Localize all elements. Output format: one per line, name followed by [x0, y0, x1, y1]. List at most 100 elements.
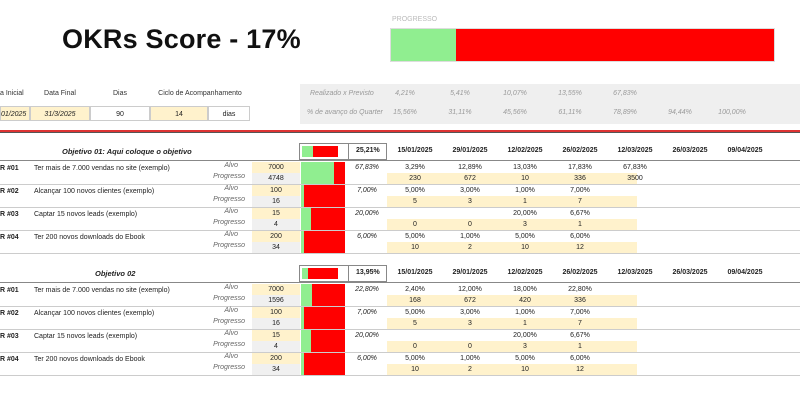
kr-progress-empty: [345, 185, 349, 207]
kr-period-input[interactable]: 2: [468, 244, 472, 251]
kr-period-input[interactable]: [610, 196, 660, 207]
kr-period-input[interactable]: [610, 242, 660, 253]
kr-period-input[interactable]: 5: [413, 320, 417, 327]
kr-progress-empty: [345, 330, 349, 352]
kr-period-pct: [610, 307, 660, 318]
kr-period-input[interactable]: 12: [576, 366, 584, 373]
kr-period-input[interactable]: 10: [411, 244, 419, 251]
alvo-label: Alvo: [224, 353, 238, 360]
kr-period-input[interactable]: 3500: [627, 175, 643, 182]
kr-period-pct: 3,00%: [460, 309, 480, 316]
objective-progress-done: [302, 146, 313, 157]
kr-description: Alcançar 100 novos clientes (exemplo): [34, 310, 155, 317]
kr-period-input[interactable]: 5: [413, 198, 417, 205]
kr-progress-empty: [345, 162, 349, 184]
objective-score-box: [349, 265, 387, 282]
kr-period-input[interactable]: 10: [521, 244, 529, 251]
date-header: 26/03/2025: [672, 269, 708, 276]
kr-period-input[interactable]: 0: [468, 221, 472, 228]
end-date-field[interactable]: 31/3/2025: [30, 106, 90, 121]
alvo-field[interactable]: 100: [252, 307, 300, 318]
kr-period-input[interactable]: 3: [468, 320, 472, 327]
kr-period-input[interactable]: 3: [523, 343, 527, 350]
kr-period-input[interactable]: 230: [409, 175, 421, 182]
kr-period-input[interactable]: 3: [468, 198, 472, 205]
progresso-value: 4748: [252, 173, 300, 184]
kr-period-pct: [390, 208, 440, 219]
kr-period-input[interactable]: 1: [523, 198, 527, 205]
kr-period-input[interactable]: 0: [468, 343, 472, 350]
progresso-value: 1596: [252, 295, 300, 306]
kr-period-pct: [445, 208, 495, 219]
kr-period-input[interactable]: 1: [523, 320, 527, 327]
kr-period-pct: 1,00%: [460, 233, 480, 240]
start-date-field[interactable]: 01/2025: [0, 106, 30, 121]
progresso-label: Progresso: [213, 173, 245, 180]
summary-realizado-value: 4,21%: [395, 90, 415, 97]
progresso-value: 16: [252, 318, 300, 329]
kr-period-input[interactable]: [610, 219, 660, 230]
kr-period-input[interactable]: 7: [578, 198, 582, 205]
kr-period-input[interactable]: 3: [523, 221, 527, 228]
kr-id: R #02: [0, 310, 19, 317]
progresso-label: Progresso: [213, 219, 245, 226]
kr-period-pct: 6,67%: [570, 332, 590, 339]
kr-period-input[interactable]: 0: [413, 343, 417, 350]
progresso-value: 4: [252, 341, 300, 352]
kr-period-input[interactable]: 336: [574, 297, 586, 304]
kr-period-pct: 20,00%: [513, 332, 537, 339]
kr-period-input[interactable]: 10: [521, 366, 529, 373]
kr-period-input[interactable]: [610, 341, 660, 352]
kr-period-pct: 5,00%: [515, 233, 535, 240]
kr-description: Ter 200 novos downloads do Ebook: [34, 356, 145, 363]
date-header: 26/03/2025: [672, 147, 708, 154]
kr-period-input[interactable]: 336: [574, 175, 586, 182]
kr-id: R #03: [0, 333, 19, 340]
kr-period-input[interactable]: 1: [578, 221, 582, 228]
progresso-label: Progresso: [213, 242, 245, 249]
kr-period-input[interactable]: 672: [464, 175, 476, 182]
kr-period-pct: 5,00%: [405, 355, 425, 362]
alvo-field[interactable]: 15: [252, 208, 300, 219]
days-header: Dias: [112, 90, 127, 97]
kr-period-input[interactable]: 12: [576, 244, 584, 251]
progresso-value: 34: [252, 242, 300, 253]
cycle-field[interactable]: 14: [150, 106, 208, 121]
kr-period-input[interactable]: 1: [578, 343, 582, 350]
kr-period-pct: 1,00%: [460, 355, 480, 362]
objective-header-line: [0, 282, 800, 283]
alvo-field[interactable]: 7000: [252, 162, 300, 173]
kr-period-input[interactable]: 672: [464, 297, 476, 304]
kr-period-input[interactable]: 2: [468, 366, 472, 373]
kr-period-input[interactable]: [610, 295, 660, 306]
kr-progress-bar: [301, 185, 349, 207]
alvo-field[interactable]: 15: [252, 330, 300, 341]
date-header: 29/01/2025: [452, 269, 488, 276]
summary-realizado-value: 13,55%: [558, 90, 582, 97]
kr-period-pct: 20,00%: [513, 210, 537, 217]
progresso-value: 4: [252, 219, 300, 230]
kr-progress-bar: [301, 162, 349, 184]
alvo-field[interactable]: 200: [252, 231, 300, 242]
kr-period-input[interactable]: 10: [521, 175, 529, 182]
kr-period-input[interactable]: 420: [519, 297, 531, 304]
kr-period-pct: 3,00%: [460, 187, 480, 194]
section-divider: [0, 130, 800, 132]
kr-period-input[interactable]: 10: [411, 366, 419, 373]
kr-period-input[interactable]: 168: [409, 297, 421, 304]
kr-period-input[interactable]: 0: [413, 221, 417, 228]
alvo-field[interactable]: 100: [252, 185, 300, 196]
kr-period-input[interactable]: [610, 364, 660, 375]
objective-progress-bar: [299, 143, 349, 160]
kr-input-band: [387, 295, 637, 306]
kr-score: 22,80%: [355, 286, 379, 293]
kr-period-pct: [610, 330, 660, 341]
kr-period-input[interactable]: 7: [578, 320, 582, 327]
objective-score: 25,21%: [356, 147, 380, 154]
kr-period-input[interactable]: [610, 318, 660, 329]
kr-period-pct: 12,00%: [458, 286, 482, 293]
date-header: 12/02/2025: [507, 269, 543, 276]
kr-row-line: [0, 253, 800, 254]
alvo-field[interactable]: 200: [252, 353, 300, 364]
alvo-field[interactable]: 7000: [252, 284, 300, 295]
